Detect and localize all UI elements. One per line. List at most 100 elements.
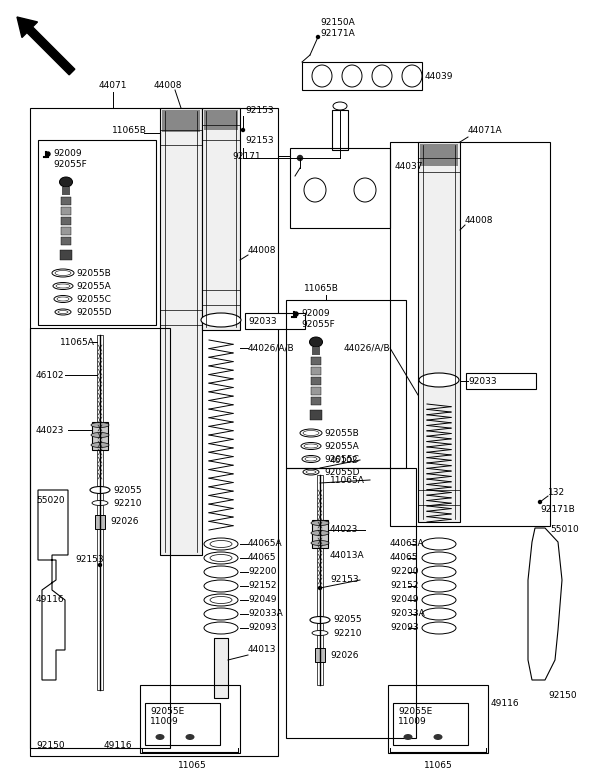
Bar	[245, 313, 305, 329]
Bar	[302, 62, 422, 90]
Text: 44065: 44065	[390, 553, 419, 562]
Ellipse shape	[91, 443, 109, 447]
Bar	[30, 328, 170, 748]
Text: 11009: 11009	[150, 717, 179, 727]
Text: 44008: 44008	[154, 80, 182, 89]
Bar	[418, 142, 460, 522]
Text: 92055: 92055	[113, 485, 142, 495]
Ellipse shape	[422, 608, 456, 620]
Ellipse shape	[92, 500, 108, 506]
Text: 92055C: 92055C	[76, 295, 111, 303]
Bar	[61, 227, 71, 235]
Text: 92055E: 92055E	[398, 706, 432, 716]
Text: 46102: 46102	[330, 455, 359, 464]
Text: 55020: 55020	[36, 496, 65, 504]
Bar	[140, 685, 240, 753]
Text: 92210: 92210	[113, 499, 142, 507]
Ellipse shape	[210, 541, 232, 548]
Text: 11009: 11009	[398, 717, 427, 727]
Text: 92009: 92009	[301, 309, 329, 317]
Bar	[204, 110, 238, 130]
Bar	[61, 197, 71, 205]
Bar	[317, 475, 323, 685]
Text: 92171: 92171	[232, 152, 260, 160]
Text: 44013A: 44013A	[330, 551, 365, 559]
Ellipse shape	[433, 734, 443, 740]
Text: 92055E: 92055E	[150, 706, 184, 716]
Text: 92153: 92153	[245, 106, 274, 114]
Ellipse shape	[59, 177, 73, 187]
Ellipse shape	[204, 594, 238, 606]
Text: 92009: 92009	[53, 149, 82, 157]
Ellipse shape	[310, 616, 330, 623]
Ellipse shape	[204, 566, 238, 578]
Text: 92153: 92153	[245, 135, 274, 145]
Circle shape	[241, 128, 245, 131]
Bar	[311, 387, 321, 395]
Bar	[145, 703, 220, 745]
Bar	[310, 410, 322, 420]
Bar	[38, 140, 156, 325]
Bar	[61, 237, 71, 245]
Text: 92033: 92033	[248, 317, 277, 325]
Text: 92033A: 92033A	[248, 609, 283, 619]
Text: 49116: 49116	[36, 595, 65, 605]
Text: 92033A: 92033A	[390, 609, 425, 619]
Text: 11065A: 11065A	[60, 338, 95, 346]
Text: 92200: 92200	[390, 567, 419, 576]
Text: 44065A: 44065A	[390, 539, 425, 548]
Ellipse shape	[201, 313, 241, 327]
Text: 44071A: 44071A	[468, 125, 503, 135]
Circle shape	[319, 587, 322, 590]
Bar	[311, 397, 321, 405]
Text: 44026/A/B: 44026/A/B	[343, 344, 390, 352]
Text: 92055C: 92055C	[324, 454, 359, 464]
Ellipse shape	[204, 552, 238, 564]
Text: 92150: 92150	[36, 741, 65, 749]
Text: 92055F: 92055F	[53, 159, 87, 169]
Bar	[311, 367, 321, 375]
Ellipse shape	[422, 538, 456, 550]
Text: 92200: 92200	[248, 567, 277, 576]
Text: 46102: 46102	[36, 370, 65, 380]
Bar	[390, 142, 550, 526]
Text: 92049: 92049	[248, 595, 277, 605]
Ellipse shape	[311, 541, 329, 545]
Text: 92153: 92153	[330, 576, 359, 584]
Circle shape	[317, 36, 320, 38]
Ellipse shape	[422, 580, 456, 592]
Bar	[214, 638, 228, 698]
Text: 11065: 11065	[424, 761, 452, 769]
Text: 92055B: 92055B	[324, 429, 359, 437]
Ellipse shape	[91, 433, 109, 437]
Text: 92055B: 92055B	[76, 268, 111, 278]
Text: 44013: 44013	[248, 646, 277, 654]
Ellipse shape	[204, 538, 238, 550]
Bar	[62, 187, 70, 195]
Text: 92153: 92153	[75, 555, 104, 565]
Ellipse shape	[90, 486, 110, 493]
Ellipse shape	[310, 337, 323, 347]
Text: 92171B: 92171B	[540, 506, 575, 514]
Text: 44065A: 44065A	[248, 539, 283, 548]
Bar	[60, 250, 72, 260]
Ellipse shape	[210, 555, 232, 562]
Ellipse shape	[155, 734, 164, 740]
Ellipse shape	[204, 580, 238, 592]
Ellipse shape	[91, 422, 109, 427]
Bar	[30, 108, 278, 756]
Bar	[160, 108, 202, 555]
Circle shape	[46, 152, 50, 156]
Bar	[332, 110, 348, 150]
Bar	[286, 468, 416, 738]
Text: 92152: 92152	[248, 581, 277, 591]
Bar	[311, 377, 321, 385]
Ellipse shape	[210, 597, 232, 604]
Bar	[420, 144, 458, 166]
Text: 92055A: 92055A	[324, 441, 359, 450]
Text: 11065: 11065	[178, 761, 206, 769]
Circle shape	[539, 500, 542, 503]
Text: 11065B: 11065B	[304, 283, 339, 293]
Bar	[311, 357, 321, 365]
Circle shape	[294, 312, 298, 316]
